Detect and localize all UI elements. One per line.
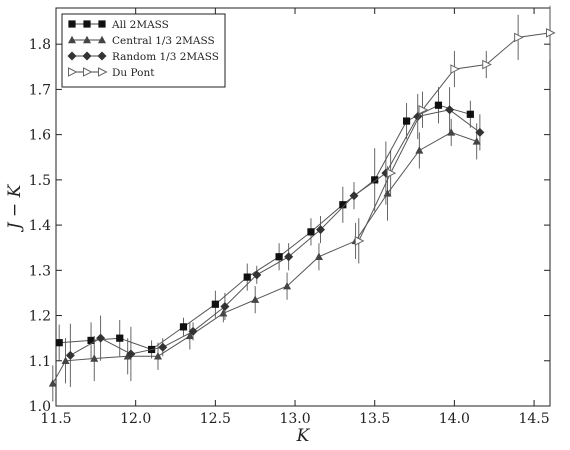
random-1-3-2mass-point (316, 225, 326, 235)
legend-label-random-1-3-2mass: Random 1/3 2MASS (112, 51, 219, 63)
random-1-3-2mass-point (220, 302, 230, 311)
all-2mass-point (371, 176, 379, 184)
legend-marker-random-1-3-2mass (82, 51, 92, 61)
legend-label-all-2mass: All 2MASS (111, 19, 169, 31)
legend-marker-all-2mass (83, 20, 91, 28)
central-1-3-2mass-point (153, 352, 162, 360)
series-layer (48, 5, 556, 402)
ticks-layer: 11.5 12.0 12.5 13.0 13.5 14.0 14.5 1.0 1.1 1.2 1.3… (29, 8, 550, 427)
series-du-pont (354, 5, 556, 264)
y-tick-label: 1.2 (29, 309, 51, 325)
all-2mass-line (59, 104, 471, 351)
y-tick-label: 1.0 (29, 399, 51, 415)
legend-marker-du-pont (68, 67, 78, 77)
central-1-3-2mass-point (415, 146, 424, 154)
du-pont-point (514, 32, 524, 43)
du-pont-point (482, 59, 492, 70)
legend: All 2MASS Central 1/3 2MASS Random 1/3 2MA… (61, 13, 226, 88)
random-1-3-2mass-point (126, 349, 136, 359)
legend-marker-du-pont (98, 67, 108, 77)
all-2mass-point (243, 273, 251, 281)
legend-marker-all-2mass (98, 20, 106, 28)
all-2mass-point (55, 339, 63, 347)
all-2mass-point (339, 201, 347, 209)
random-1-3-2mass-point (349, 191, 359, 201)
central-1-3-2mass-line (52, 131, 477, 384)
x-tick-label: 12.0 (120, 411, 151, 427)
central-1-3-2mass-point (251, 295, 260, 303)
legend-marker-du-pont (83, 67, 93, 77)
du-pont-point (450, 64, 461, 74)
random-1-3-2mass-point (445, 105, 455, 115)
y-tick-label: 1.4 (29, 218, 51, 234)
all-2mass-point (179, 323, 188, 331)
legend-label-central-1-3-2mass: Central 1/3 2MASS (112, 35, 215, 47)
x-tick-label: 14.0 (439, 411, 470, 427)
central-1-3-2mass-point (123, 352, 132, 360)
plot-frame (55, 7, 551, 407)
x-tick-label: 12.5 (200, 411, 231, 427)
central-1-3-2mass-point (90, 354, 99, 362)
all-2mass-point (307, 228, 315, 236)
y-tick-label: 1.7 (29, 82, 51, 98)
all-2mass-point (275, 253, 283, 261)
du-pont-point (546, 28, 556, 38)
x-tick-label: 13.0 (279, 411, 310, 427)
y-tick-label: 1.8 (29, 37, 51, 53)
all-2mass-point (211, 300, 219, 308)
random-1-3-2mass-point (188, 326, 198, 336)
series-random-1-3-2mass (65, 87, 485, 388)
x-axis-label: K (296, 426, 311, 446)
legend-marker-central-1-3-2mass (98, 35, 106, 44)
central-1-3-2mass-point (472, 137, 481, 145)
all-2mass-point (116, 334, 124, 342)
all-2mass-point (434, 101, 443, 109)
central-1-3-2mass-point (48, 379, 57, 387)
central-1-3-2mass-point (447, 128, 456, 136)
legend-marker-random-1-3-2mass (67, 51, 77, 61)
du-pont-point (418, 104, 429, 115)
y-tick-label: 1.3 (29, 263, 51, 279)
x-tick-label: 11.5 (40, 411, 71, 427)
y-tick-label: 1.6 (29, 128, 51, 144)
central-1-3-2mass-point (314, 252, 323, 260)
legend-label-du-pont: Du Pont (112, 67, 155, 79)
x-tick-label: 13.5 (359, 411, 390, 427)
y-axis-label: J − K (5, 183, 25, 232)
random-1-3-2mass-point (475, 127, 485, 137)
y-tick-label: 1.5 (29, 173, 51, 189)
series-central-1-3-2mass (48, 118, 481, 402)
legend-marker-random-1-3-2mass (97, 51, 107, 61)
y-tick-label: 1.1 (29, 354, 51, 370)
random-1-3-2mass-line (70, 109, 481, 356)
du-pont-point (354, 236, 365, 246)
legend-marker-central-1-3-2mass (68, 35, 76, 44)
du-pont-point (386, 168, 397, 178)
central-1-3-2mass-point (61, 356, 70, 364)
all-2mass-point (87, 336, 95, 345)
all-2mass-point (402, 117, 411, 125)
central-1-3-2mass-point (185, 331, 194, 340)
all-2mass-point (466, 110, 474, 118)
central-1-3-2mass-point (283, 281, 292, 290)
random-1-3-2mass-point (284, 252, 294, 262)
random-1-3-2mass-point (65, 350, 75, 360)
random-1-3-2mass-point (252, 270, 262, 280)
random-1-3-2mass-point (96, 333, 106, 343)
random-1-3-2mass-point (158, 342, 168, 352)
legend-marker-central-1-3-2mass (83, 35, 91, 44)
legend-marker-all-2mass (68, 20, 76, 28)
x-tick-label: 14.5 (518, 411, 549, 427)
